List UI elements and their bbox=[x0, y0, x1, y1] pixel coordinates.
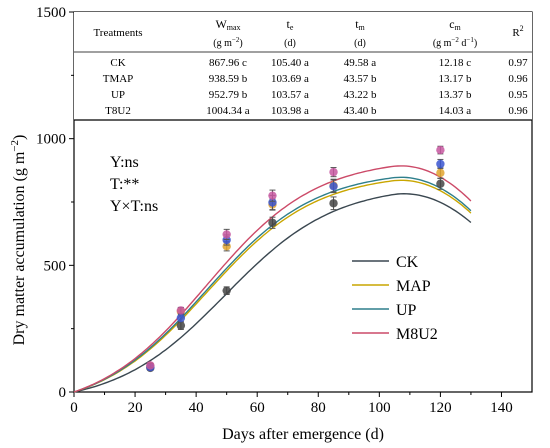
table-cell-te: 103.69 a bbox=[271, 73, 309, 85]
table-cell-te: 105.40 a bbox=[271, 57, 309, 69]
table-cell-tm: 43.22 b bbox=[344, 89, 378, 101]
data-point-ck bbox=[436, 179, 445, 188]
y-axis-label-main: Dry matter accumulation (g m bbox=[11, 151, 28, 345]
data-point-m8u2 bbox=[146, 361, 155, 370]
data-point-up bbox=[268, 198, 277, 207]
table-cell-tm: 49.58 a bbox=[344, 57, 377, 69]
table-header-c: c bbox=[449, 17, 454, 31]
table-header-r2: R2 bbox=[512, 24, 523, 39]
y-tick-label: 500 bbox=[44, 258, 67, 274]
unit-d: d bbox=[459, 38, 467, 49]
data-point-ck bbox=[176, 321, 186, 330]
data-point-m8u2 bbox=[176, 306, 186, 315]
legend-label-m8u2: M8U2 bbox=[396, 326, 438, 343]
table-header-t: t bbox=[287, 17, 291, 31]
data-point-m8u2 bbox=[329, 167, 338, 177]
stats-annotation: T:** bbox=[110, 176, 139, 193]
table-header-w: W bbox=[215, 17, 227, 31]
x-tick-label: 80 bbox=[311, 400, 326, 416]
table-cell-cm: 13.17 b bbox=[439, 73, 473, 85]
data-point-up bbox=[176, 313, 186, 323]
data-point-map bbox=[222, 242, 231, 251]
table-cell-te: 103.98 a bbox=[271, 105, 309, 117]
y-axis-label-sup: −2 bbox=[9, 140, 21, 152]
table-header-max: max bbox=[227, 23, 241, 32]
unit-g-m: (g m bbox=[213, 38, 232, 49]
x-tick-label: 140 bbox=[490, 400, 513, 416]
table-cell-treatment: TMAP bbox=[103, 73, 134, 85]
table-cell-cm: 14.03 a bbox=[439, 105, 472, 117]
table-cell-r2: 0.97 bbox=[508, 57, 528, 69]
table-header-r2-sup: 2 bbox=[520, 24, 524, 33]
table-header-wmax: Wmax bbox=[215, 17, 240, 32]
data-point-ck bbox=[268, 218, 277, 227]
legend-label-up: UP bbox=[396, 302, 417, 319]
y-axis-label: Dry matter accumulation (g m−2) bbox=[9, 135, 28, 346]
table-header-te: te bbox=[287, 17, 294, 32]
table-cell-wmax: 938.59 b bbox=[209, 73, 248, 85]
unit-sup2: −2 bbox=[451, 36, 459, 44]
x-tick-label: 120 bbox=[429, 400, 452, 416]
table-cell-te: 103.57 a bbox=[271, 89, 309, 101]
unit-close2: ) bbox=[474, 38, 477, 49]
table-cell-cm: 12.18 c bbox=[439, 57, 472, 69]
unit-sup3: −1 bbox=[466, 36, 474, 44]
table-cell-r2: 0.96 bbox=[508, 105, 528, 117]
y-tick-label: 1000 bbox=[36, 132, 66, 148]
x-tick-label: 20 bbox=[128, 400, 143, 416]
table-header-cm-unit: (g m−2 d−1) bbox=[433, 36, 477, 49]
table-header-treatments: Treatments bbox=[93, 27, 142, 39]
legend-label-map: MAP bbox=[396, 278, 431, 295]
y-axis-label-close: ) bbox=[11, 135, 28, 140]
table-cell-r2: 0.96 bbox=[508, 73, 528, 85]
unit-sup: −2 bbox=[232, 36, 240, 44]
table-cell-wmax: 867.96 c bbox=[209, 57, 247, 69]
x-tick-label: 60 bbox=[250, 400, 265, 416]
data-point-m8u2 bbox=[436, 145, 445, 155]
unit-close: ) bbox=[239, 38, 242, 49]
unit-g-m2: (g m bbox=[433, 38, 452, 49]
stats-annotation: Y:ns bbox=[110, 154, 139, 171]
x-tick-label: 0 bbox=[70, 400, 78, 416]
stats-annotation: Y×T:ns bbox=[110, 198, 158, 215]
table-cell-wmax: 952.79 b bbox=[209, 89, 248, 101]
x-axis-label: Days after emergence (d) bbox=[222, 426, 384, 443]
table-cell-wmax: 1004.34 a bbox=[206, 105, 250, 117]
data-point-m8u2 bbox=[222, 230, 231, 239]
data-point-ck bbox=[222, 286, 231, 295]
x-tick-label: 100 bbox=[368, 400, 391, 416]
table-header-m: m bbox=[359, 23, 366, 32]
table-cell-treatment: UP bbox=[111, 89, 125, 101]
table-cell-tm: 43.40 b bbox=[344, 105, 378, 117]
table-header-te-unit: (d) bbox=[284, 38, 296, 49]
table-header-cm-sub: m bbox=[455, 23, 462, 32]
table-header-r: R bbox=[512, 27, 520, 39]
fit-curve-ck bbox=[73, 192, 472, 393]
table-header-tm: tm bbox=[355, 17, 365, 32]
legend-label-ck: CK bbox=[396, 254, 419, 271]
table-background bbox=[74, 12, 532, 120]
table-cell-treatment: CK bbox=[110, 57, 125, 69]
table-header-wmax-unit: (g m−2) bbox=[213, 36, 242, 49]
table-cell-cm: 13.37 b bbox=[439, 89, 473, 101]
table-header-t2: t bbox=[355, 17, 359, 31]
y-tick-label: 1500 bbox=[36, 5, 66, 21]
table-cell-treatment: T8U2 bbox=[105, 105, 131, 117]
table-cell-tm: 43.57 b bbox=[344, 73, 378, 85]
y-tick-label: 0 bbox=[59, 385, 67, 401]
data-point-m8u2 bbox=[268, 191, 277, 200]
table-header-tm-unit: (d) bbox=[354, 38, 366, 49]
data-point-up bbox=[329, 182, 338, 191]
table-header-e: e bbox=[290, 23, 294, 32]
data-point-map bbox=[436, 168, 445, 178]
data-point-up bbox=[436, 159, 445, 169]
x-tick-label: 40 bbox=[189, 400, 204, 416]
table-header-cm: cm bbox=[449, 17, 461, 32]
table-cell-r2: 0.95 bbox=[508, 89, 528, 101]
data-point-ck bbox=[329, 199, 338, 208]
